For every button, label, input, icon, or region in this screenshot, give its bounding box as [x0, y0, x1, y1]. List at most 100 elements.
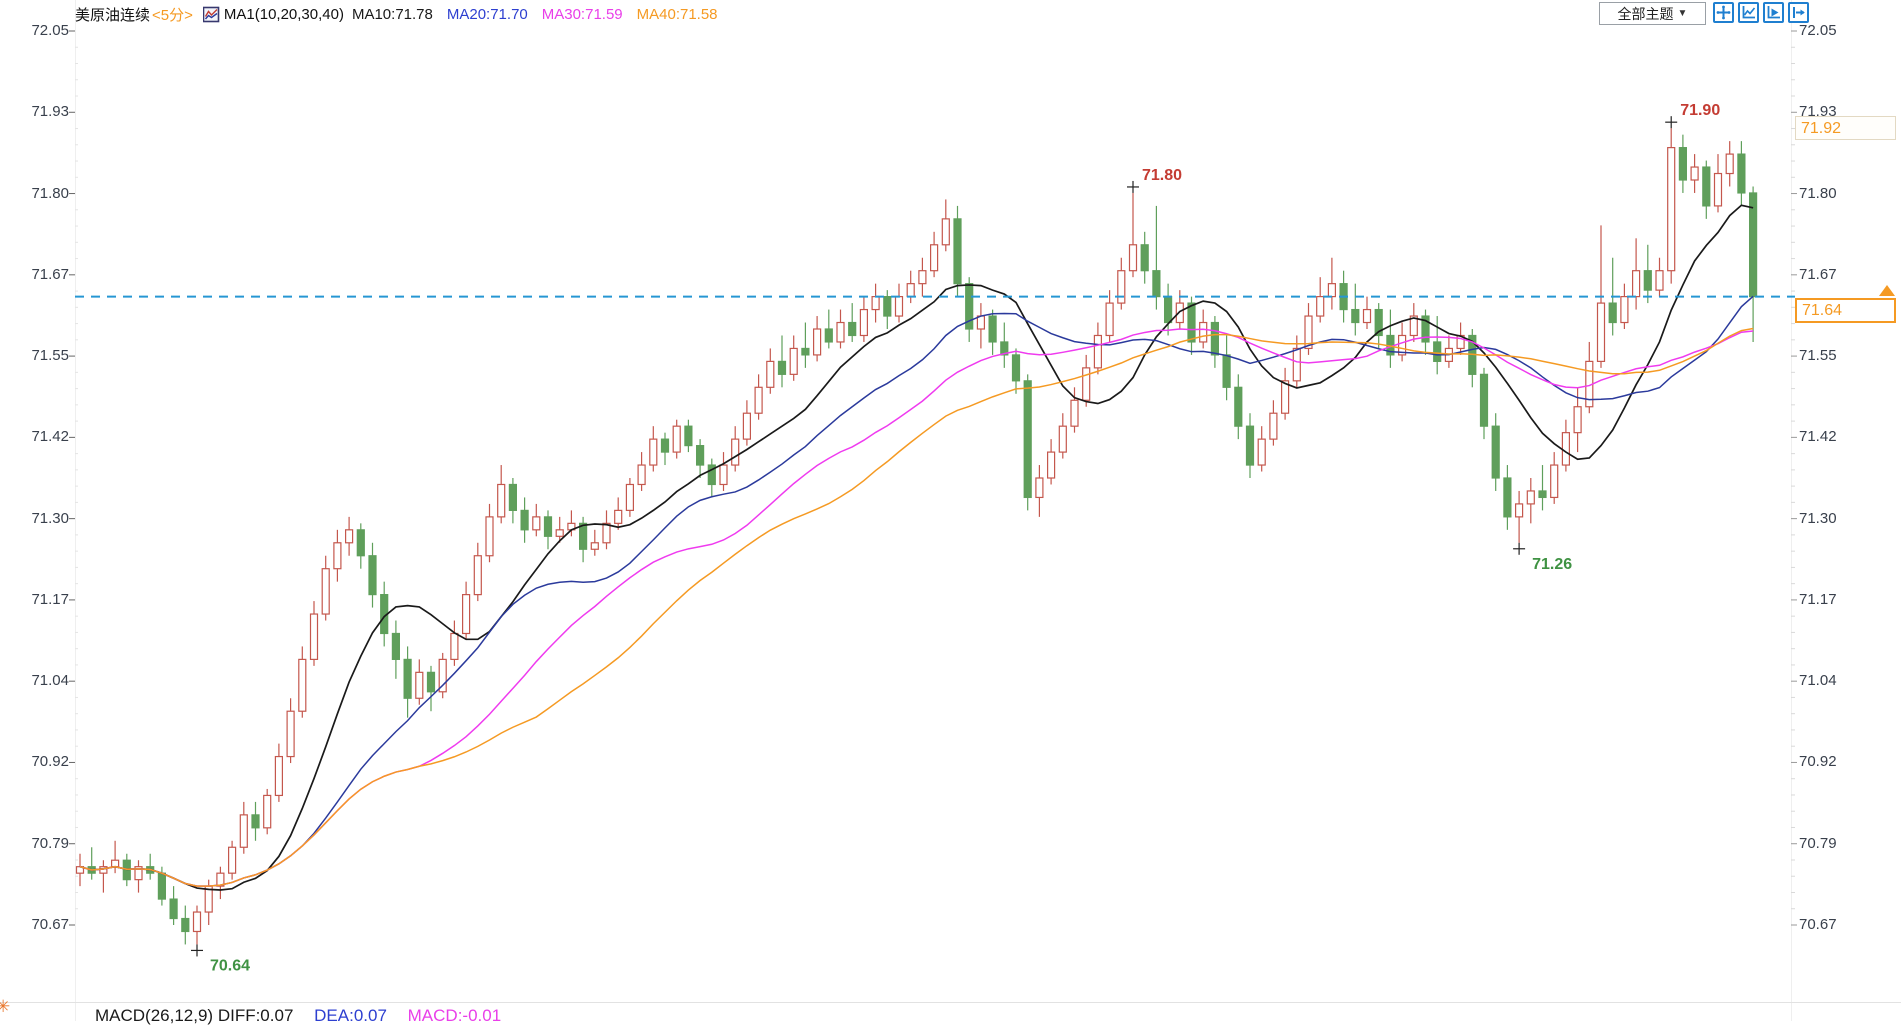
crosshair-move-icon[interactable] [1713, 2, 1734, 23]
candle-body [1362, 308, 1372, 324]
candle-body [1702, 166, 1711, 207]
candle-body [660, 438, 670, 453]
indicator-settings-icon[interactable]: ✳ [0, 997, 11, 1016]
candle-body [333, 542, 342, 570]
candle-body [251, 814, 260, 829]
ma10-line [79, 204, 1754, 891]
axis-label-right: 71.30 [1799, 509, 1837, 527]
candle-body [274, 755, 283, 797]
candle-body [110, 859, 120, 868]
candle-body [883, 296, 892, 317]
candle-body [1421, 315, 1430, 343]
ma20-line [79, 295, 1754, 887]
candle-body [1304, 315, 1313, 350]
candle-body [1222, 354, 1231, 388]
axis-label-left: 72.05 [31, 22, 69, 39]
candle-body [929, 244, 939, 272]
candle-body [824, 328, 833, 343]
axis-label-right: 71.42 [1799, 428, 1837, 446]
candle-body [426, 671, 436, 693]
candle-body [1374, 308, 1383, 337]
candle-body [298, 658, 307, 712]
axis-label-left: 70.92 [31, 753, 69, 771]
candle-body [1035, 477, 1044, 499]
candle-body [1210, 321, 1220, 356]
candle-body [508, 483, 517, 511]
candle-body [1526, 490, 1535, 505]
exit-chart-icon[interactable] [1788, 2, 1809, 23]
axis-label-right: 71.80 [1799, 184, 1837, 202]
theme-dropdown[interactable]: 全部主题 ▼ [1599, 2, 1706, 25]
candle-body [625, 483, 635, 511]
axis-label-right: 71.67 [1799, 265, 1837, 283]
candle-body [1163, 296, 1173, 324]
ma30-line [79, 328, 1754, 887]
candle-body [1514, 503, 1524, 518]
candle-body [1573, 406, 1582, 434]
candle-body [1713, 172, 1723, 207]
candle-body [1187, 302, 1196, 343]
candle-body [520, 509, 529, 531]
axis-label-right: 71.17 [1799, 590, 1837, 608]
candle-body [368, 555, 377, 596]
candle-body [403, 658, 412, 699]
candle-body [1292, 347, 1301, 382]
axis-label-right: 71.93 [1799, 103, 1837, 121]
candle-body [543, 516, 553, 537]
pane-divider [0, 1002, 1901, 1003]
chart-scale-icon[interactable] [1738, 2, 1759, 23]
symbol-name[interactable]: 美原油连续 [75, 7, 151, 24]
candle-body [871, 296, 880, 311]
candle-body [1608, 302, 1617, 324]
candle-body [239, 814, 248, 848]
chart-play-icon[interactable] [1763, 2, 1784, 23]
candle-body [1093, 334, 1103, 369]
candle-body [848, 321, 857, 337]
candle-body [707, 464, 716, 486]
candle-body [1058, 425, 1067, 453]
candle-body [309, 613, 319, 660]
plot-left-border [75, 0, 76, 1021]
candle-body [1175, 302, 1184, 324]
candle-body [1538, 490, 1547, 499]
last-price-box: 71.64 [1795, 297, 1896, 323]
candle-body [497, 483, 506, 518]
candle-body [859, 308, 869, 337]
macd-value-label[interactable]: MACD:-0.01 [407, 1006, 502, 1025]
candle-body [1257, 438, 1266, 466]
candle-body [777, 360, 787, 375]
interval-label[interactable]: <5分> [152, 7, 193, 24]
ma-group-label[interactable]: MA1(10,20,30,40) [223, 6, 344, 23]
candle-body [1128, 244, 1138, 272]
plot-right-border [1791, 0, 1792, 1021]
candle-body [1503, 477, 1512, 518]
macd-dea-label[interactable]: DEA:0.07 [314, 1006, 387, 1025]
candle-body [1631, 270, 1641, 298]
candle-body [1070, 399, 1079, 427]
candle-body [169, 898, 178, 920]
price-annotation: 71.26 [1532, 556, 1572, 573]
candle-body [1152, 270, 1161, 298]
candle-body [1269, 412, 1278, 440]
candle-body [1117, 270, 1126, 304]
candle-body [1655, 270, 1664, 291]
session-high-value: 71.92 [1801, 120, 1842, 138]
axis-label-left: 71.42 [31, 428, 69, 446]
candle-body [1678, 147, 1688, 181]
mini-line-chart-icon[interactable] [202, 6, 220, 23]
candle-body [1199, 321, 1208, 343]
candle-body [1491, 425, 1500, 479]
candle-body [1280, 380, 1290, 414]
ma40-value: MA40:71.58 [636, 6, 718, 23]
candle-body [450, 632, 459, 660]
candle-body [602, 522, 611, 544]
chevron-down-icon: ▼ [1677, 8, 1688, 19]
axis-label-left: 71.55 [31, 347, 69, 365]
candle-body [1690, 166, 1699, 181]
candle-body [1620, 296, 1629, 324]
candle-body [286, 710, 295, 758]
axis-label-right: 70.67 [1799, 916, 1837, 933]
axis-label-left: 70.67 [31, 916, 69, 933]
macd-diff-label[interactable]: MACD(26,12,9) DIFF:0.07 [95, 1006, 294, 1025]
